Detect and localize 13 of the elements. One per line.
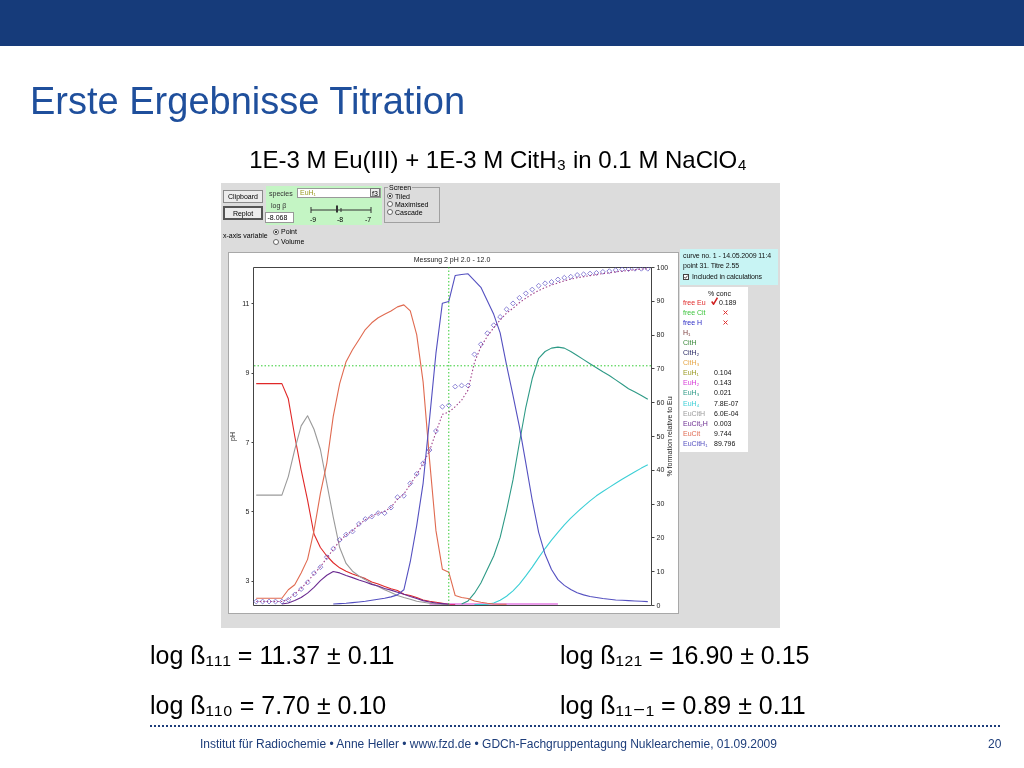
line-series	[255, 304, 508, 605]
line-series	[461, 346, 649, 605]
line-series	[281, 570, 450, 605]
line-series	[332, 273, 649, 605]
chart-subtitle: 1E-3 M Eu(III) + 1E-3 M CitH₃ in 0.1 M NaClO₄	[249, 146, 747, 173]
text: log ß₁₁₁ = 11.37 ± 0.11	[150, 641, 395, 669]
text: log ß₁₁₋₁ = 0.89 ± 0.11	[560, 691, 806, 719]
text: log ß₁₂₁ = 16.90 ± 0.15	[560, 641, 810, 669]
line-series	[473, 464, 649, 605]
text: Institut für Radiochemie • Anne Heller • www.fzd.de • GDCh-Fachgruppentagung Nuklearchemie, 01.09.2009	[200, 737, 777, 751]
text: log ß₁₁₀ = 7.70 ± 0.10	[150, 691, 387, 719]
text: 20	[988, 737, 1002, 751]
chart-title: Erste Ergebnisse Titration	[30, 80, 466, 122]
